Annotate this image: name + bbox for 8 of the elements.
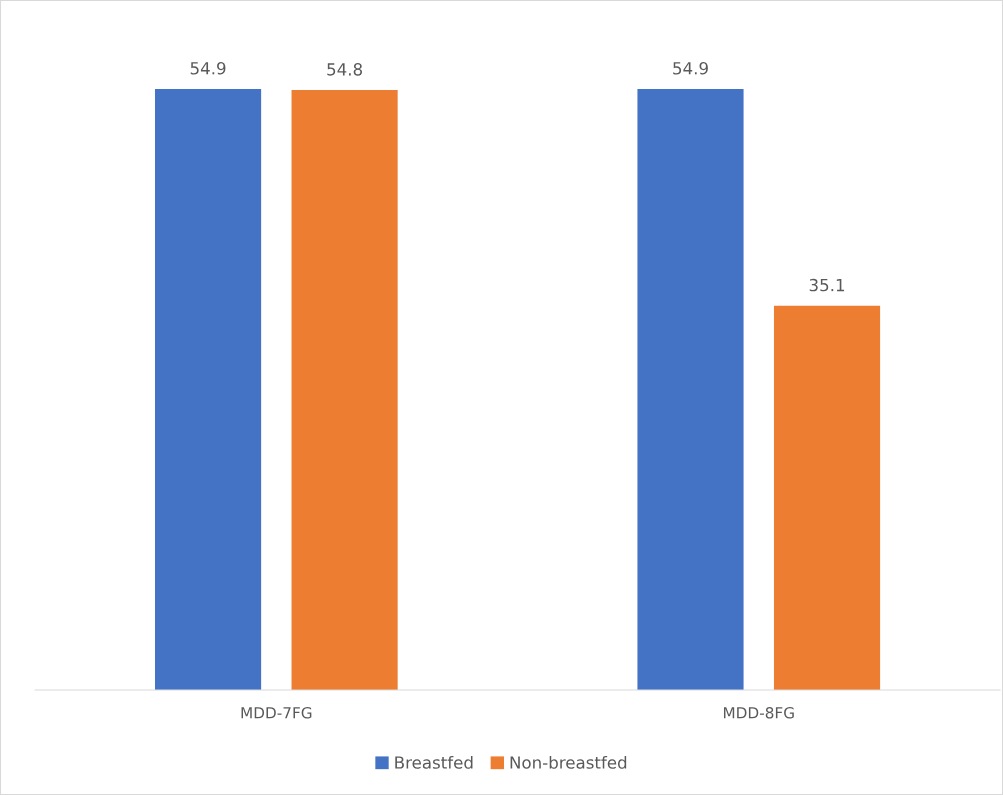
x-tick-label: MDD-7FG — [241, 707, 312, 719]
data-label: 54.9 — [673, 61, 708, 75]
data-label: 54.9 — [190, 61, 226, 75]
legend-label: Breastfed — [395, 755, 473, 769]
data-label: 54.8 — [327, 63, 363, 76]
legend-label: Non-breastfed — [510, 755, 627, 769]
x-tick-label: MDD-8FG — [723, 707, 794, 719]
data-label: 35.1 — [809, 278, 845, 292]
